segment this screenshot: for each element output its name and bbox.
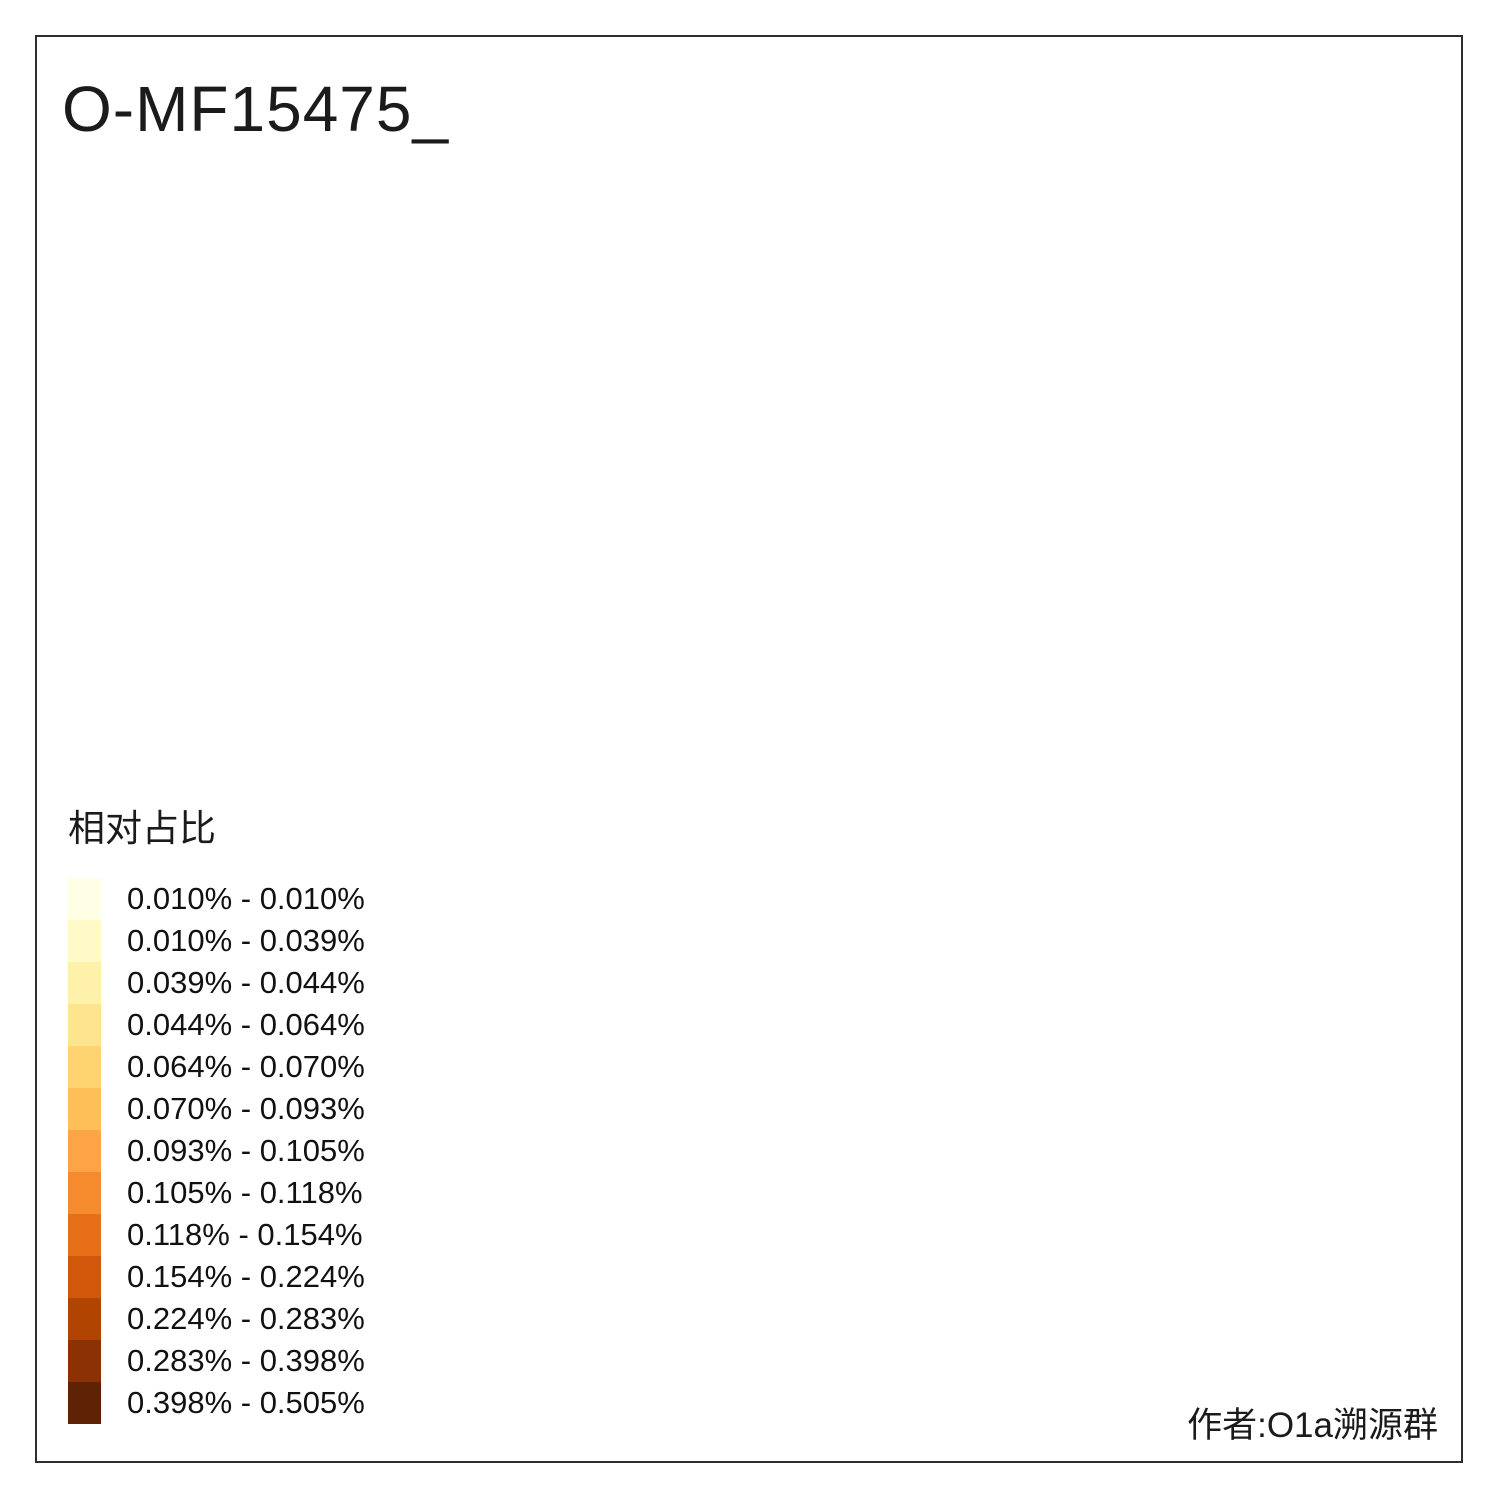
legend-swatch — [68, 1256, 101, 1298]
legend-label: 0.283% - 0.398% — [127, 1343, 365, 1378]
legend-label: 0.118% - 0.154% — [127, 1217, 363, 1252]
legend-label: 0.039% - 0.044% — [127, 965, 365, 1000]
author-credit: 作者:O1a溯源群 — [1187, 1406, 1438, 1445]
legend-swatch — [68, 1298, 101, 1340]
legend-label: 0.105% - 0.118% — [127, 1175, 363, 1210]
legend-swatch — [68, 878, 101, 920]
legend-label: 0.154% - 0.224% — [127, 1259, 365, 1294]
legend-swatch — [68, 1172, 101, 1214]
legend-title: 相对占比 — [68, 808, 216, 849]
legend-item: 0.039% - 0.044% — [68, 962, 365, 1004]
legend-item: 0.118% - 0.154% — [68, 1214, 365, 1256]
legend: 相对占比 0.010% - 0.010% 0.010% - 0.039% 0.0… — [68, 798, 365, 1424]
legend-item: 0.010% - 0.039% — [68, 920, 365, 962]
legend-label: 0.224% - 0.283% — [127, 1301, 365, 1336]
legend-item: 0.224% - 0.283% — [68, 1298, 365, 1340]
legend-swatch — [68, 1088, 101, 1130]
legend-label: 0.010% - 0.010% — [127, 881, 365, 916]
legend-swatch — [68, 1214, 101, 1256]
legend-item: 0.010% - 0.010% — [68, 878, 365, 920]
legend-item: 0.070% - 0.093% — [68, 1088, 365, 1130]
plot-border — [35, 35, 1463, 1463]
legend-item: 0.283% - 0.398% — [68, 1340, 365, 1382]
legend-item: 0.154% - 0.224% — [68, 1256, 365, 1298]
legend-label: 0.044% - 0.064% — [127, 1007, 365, 1042]
legend-label: 0.010% - 0.039% — [127, 923, 365, 958]
legend-swatch — [68, 1340, 101, 1382]
page-title: O-MF15475_ — [62, 73, 450, 145]
legend-swatch — [68, 1004, 101, 1046]
legend-swatch — [68, 1130, 101, 1172]
legend-swatch — [68, 962, 101, 1004]
legend-item: 0.064% - 0.070% — [68, 1046, 365, 1088]
legend-label: 0.398% - 0.505% — [127, 1385, 365, 1420]
legend-swatch — [68, 1382, 101, 1424]
legend-label: 0.070% - 0.093% — [127, 1091, 365, 1126]
legend-item: 0.044% - 0.064% — [68, 1004, 365, 1046]
legend-swatch — [68, 920, 101, 962]
legend-item: 0.093% - 0.105% — [68, 1130, 365, 1172]
legend-label: 0.064% - 0.070% — [127, 1049, 365, 1084]
legend-label: 0.093% - 0.105% — [127, 1133, 365, 1168]
legend-item: 0.105% - 0.118% — [68, 1172, 365, 1214]
legend-swatch — [68, 1046, 101, 1088]
legend-item: 0.398% - 0.505% — [68, 1382, 365, 1424]
